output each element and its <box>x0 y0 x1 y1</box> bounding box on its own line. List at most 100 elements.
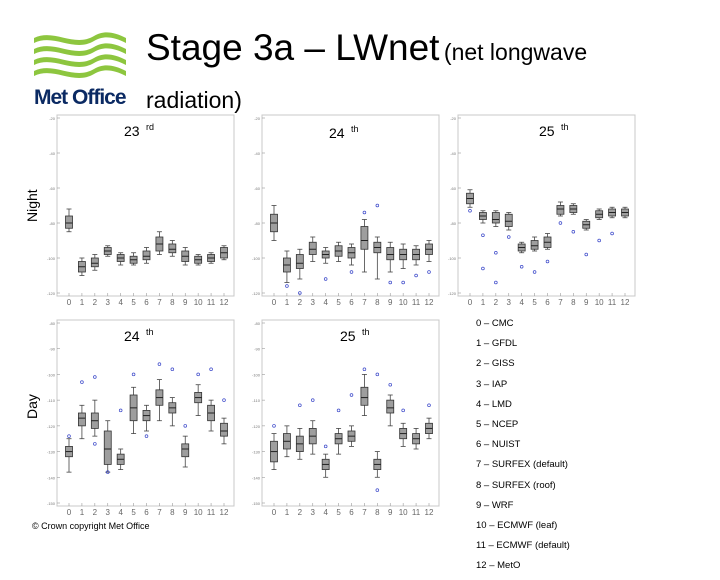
box-1 <box>283 250 291 283</box>
x-tick-label: 0 <box>67 508 72 517</box>
legend-item: 4 – LMD <box>476 398 512 410</box>
x-tick-label: 2 <box>298 508 303 517</box>
legend-item: 5 – NCEP <box>476 418 519 430</box>
outlier-point <box>196 372 200 377</box>
logo-text: Met Office <box>34 86 127 109</box>
panel-title: 25 <box>539 123 555 139</box>
x-tick-label: 3 <box>311 298 316 307</box>
outlier-point <box>507 235 511 239</box>
panel-title-sup: th <box>561 122 569 132</box>
y-tick-label: -120 <box>448 291 457 296</box>
box-5 <box>530 236 539 252</box>
box-iqr <box>386 399 395 414</box>
x-tick-label: 4 <box>323 298 328 307</box>
outlier-point <box>532 270 537 274</box>
legend-item: 8 – SURFEX (roof) <box>476 479 556 491</box>
plot-frame <box>56 114 235 297</box>
outlier-point <box>401 408 405 413</box>
plot-frame <box>261 114 440 297</box>
outlier-point <box>298 403 302 408</box>
outlier-point <box>597 238 601 243</box>
box-6 <box>142 247 151 264</box>
box-8 <box>373 236 382 280</box>
box-7 <box>155 231 164 255</box>
box-4 <box>321 453 330 478</box>
outlier-point <box>157 362 162 366</box>
outlier-point <box>414 273 418 278</box>
box-0 <box>65 208 73 233</box>
panel-title: 24 <box>124 328 140 344</box>
x-tick-label: 8 <box>375 298 380 307</box>
outlier-point <box>494 251 498 255</box>
outlier-point <box>494 280 498 285</box>
box-8 <box>373 451 382 478</box>
y-tick-label: -80 <box>49 221 56 226</box>
legend-item: 1 – GFDL <box>476 338 518 350</box>
box-iqr <box>142 250 151 261</box>
y-tick-label: -140 <box>47 475 56 480</box>
box-iqr <box>308 241 317 255</box>
box-7 <box>155 379 164 422</box>
box-12 <box>425 417 433 440</box>
x-tick-label: 6 <box>144 508 149 517</box>
x-tick-label: 3 <box>311 508 316 517</box>
box-iqr <box>360 226 369 250</box>
y-tick-label: -100 <box>252 372 261 377</box>
outlier-point <box>298 291 302 295</box>
x-tick-label: 9 <box>584 298 589 307</box>
x-tick-label: 8 <box>375 508 380 517</box>
y-tick-label: -40 <box>450 151 457 156</box>
x-tick-label: 7 <box>157 508 162 517</box>
x-tick-label: 2 <box>494 298 499 307</box>
box-9 <box>386 394 395 427</box>
box-iqr <box>65 215 73 229</box>
box-1 <box>283 425 291 458</box>
box-6 <box>543 233 552 250</box>
box-iqr <box>181 443 190 458</box>
y-tick-label: -80 <box>254 321 261 326</box>
outlier-point <box>571 230 576 234</box>
y-tick-label: -20 <box>254 116 261 121</box>
outlier-point <box>519 265 524 269</box>
x-tick-label: 2 <box>93 298 98 307</box>
box-10 <box>194 254 203 266</box>
x-tick-label: 12 <box>425 298 434 307</box>
box-3 <box>103 245 112 257</box>
y-tick-label: -120 <box>252 424 261 429</box>
y-tick-label: -80 <box>49 321 56 326</box>
box-8 <box>168 397 177 427</box>
box-11 <box>207 399 215 432</box>
box-iqr <box>530 240 539 250</box>
x-tick-label: 5 <box>336 508 341 517</box>
box-5 <box>129 252 138 266</box>
slide-title: Stage 3a – LWnet (net longwave radiation… <box>146 26 686 126</box>
box-11 <box>412 428 420 450</box>
box-7 <box>360 219 369 273</box>
box-1 <box>78 404 86 440</box>
box-7 <box>556 201 565 217</box>
box-0 <box>270 433 278 470</box>
x-tick-label: 4 <box>519 298 524 307</box>
outlier-point <box>349 393 354 397</box>
x-tick-label: 12 <box>220 298 229 307</box>
x-tick-label: 10 <box>194 298 203 307</box>
outlier-point <box>131 372 136 377</box>
y-tick-label: -150 <box>47 501 56 506</box>
legend-item: 9 – WRF <box>476 499 514 511</box>
box-0 <box>270 205 278 241</box>
box-3 <box>504 212 513 231</box>
x-tick-label: 8 <box>170 508 175 517</box>
box-6 <box>347 425 356 447</box>
x-tick-label: 0 <box>272 298 277 307</box>
y-tick-label: -150 <box>252 501 261 506</box>
outlier-point <box>545 259 550 264</box>
x-tick-label: 5 <box>131 508 136 517</box>
box-iqr <box>295 254 304 269</box>
x-tick-label: 10 <box>399 298 408 307</box>
outlier-point <box>67 434 71 438</box>
x-tick-label: 5 <box>131 298 136 307</box>
outlier-point <box>362 210 367 215</box>
panel-title-sup: th <box>146 327 154 337</box>
